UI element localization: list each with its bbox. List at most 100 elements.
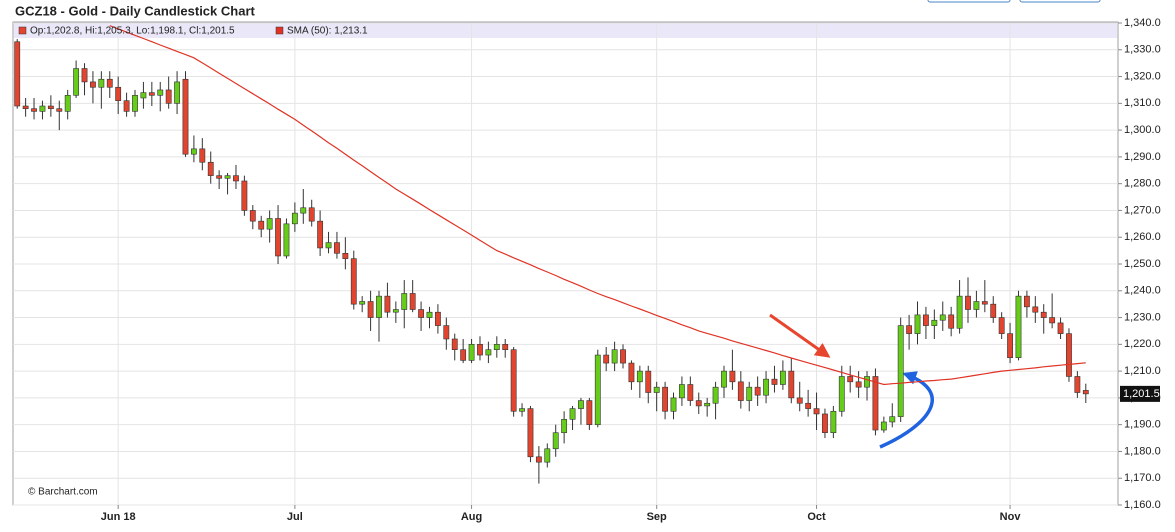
candle-body [123,100,130,112]
candle-body [1074,376,1081,393]
candle-body [679,384,685,399]
candle-body [367,301,374,318]
candle-body [939,314,946,321]
legend-swatch [275,26,284,35]
candle-body [981,301,988,305]
candle-body [1057,322,1064,334]
candle-body [695,400,702,407]
x-tick-label: Aug [461,511,482,523]
candle-body [906,325,913,334]
candle-body [90,81,96,88]
toolbar-button[interactable] [1019,0,1101,3]
chart-title: GCZ18 - Gold - Daily Candlestick Chart [15,3,255,18]
candle-body [132,95,138,112]
y-tick-label: 1,190.0 [1124,419,1161,431]
candle-body [443,325,450,340]
candle-body [704,402,711,407]
candle-body [451,338,458,350]
candle-body [645,370,652,393]
y-tick-label: 1,280.0 [1124,178,1161,190]
candle-body [805,402,812,409]
candle-body [519,408,525,412]
candle-body [712,386,719,404]
candle-body [174,81,180,104]
candle-body [965,295,971,310]
candle-body [931,319,938,326]
candle-body [190,148,197,155]
candle-body [746,386,753,401]
candle-body [872,376,879,431]
candle-body [561,419,568,433]
y-tick-label: 1,230.0 [1124,311,1161,323]
candle-body [384,295,391,313]
candle-body [737,381,744,401]
toolbar-button[interactable] [927,0,1011,3]
candle-body [510,349,517,412]
candle-body [822,413,828,434]
candle-body [502,344,509,350]
last-price-box [1120,385,1160,402]
candle-body [98,78,105,88]
candle-body [670,397,677,412]
candle-body [535,456,542,463]
candle-body [923,314,929,326]
candle-body [460,349,467,361]
y-tick-label: 1,160.0 [1124,499,1161,511]
y-tick-label: 1,260.0 [1124,231,1161,243]
candle-body [39,105,46,112]
candle-body [855,381,862,388]
candle-body [948,314,955,329]
y-tick-label: 1,330.0 [1124,44,1161,56]
candle-body [350,258,357,305]
candle-body [1015,295,1022,359]
candle-body [334,242,340,254]
y-tick-label: 1,290.0 [1124,151,1161,163]
candle-body [401,293,408,310]
candle-body [1040,311,1047,318]
candle-body [148,92,155,96]
last-price-label: 1,201.5 [1123,388,1160,400]
candle-body [275,218,281,257]
candle-body [468,344,475,361]
candle-body [199,148,206,163]
source: © Barchart.com [28,487,98,498]
candle-body [813,408,820,415]
candle-body [771,378,778,385]
candle-body [342,252,349,259]
candle-body [830,410,837,433]
legend-band [14,23,1117,38]
candle-body [73,68,80,96]
candle-body [788,370,795,399]
candle-body [586,400,593,425]
series-layer [14,25,1089,484]
legend-swatch [18,26,27,35]
y-tick-label: 1,300.0 [1124,124,1161,136]
candle-body [569,408,576,420]
candle-body [47,105,54,109]
candle-body [729,370,736,383]
candle-body [308,207,315,222]
candle-body [31,108,37,112]
y-tick-label: 1,320.0 [1124,70,1161,82]
candle-body [435,311,441,326]
candle-body [838,376,845,412]
candle-body [552,432,559,450]
candle-body [721,370,727,388]
candle-body [224,175,231,179]
candle-body [636,370,643,383]
candle-body [493,344,500,350]
candle-body [325,242,332,249]
candle-body [527,408,534,458]
legend-text: Op:1,202.8, Hi:1,205.3, Lo:1,198.1, Cl:1… [30,26,235,37]
candle-body [578,400,584,409]
candle-body [409,293,416,310]
y-tick-label: 1,310.0 [1124,97,1161,109]
candle-body [687,384,694,401]
candle-body [889,416,896,423]
candle-body [81,68,88,83]
candle-body [990,303,997,318]
candle-body [266,218,273,230]
annotation-arrow [769,313,831,358]
y-tick-label: 1,270.0 [1124,204,1161,216]
y-tick-label: 1,210.0 [1124,365,1161,377]
